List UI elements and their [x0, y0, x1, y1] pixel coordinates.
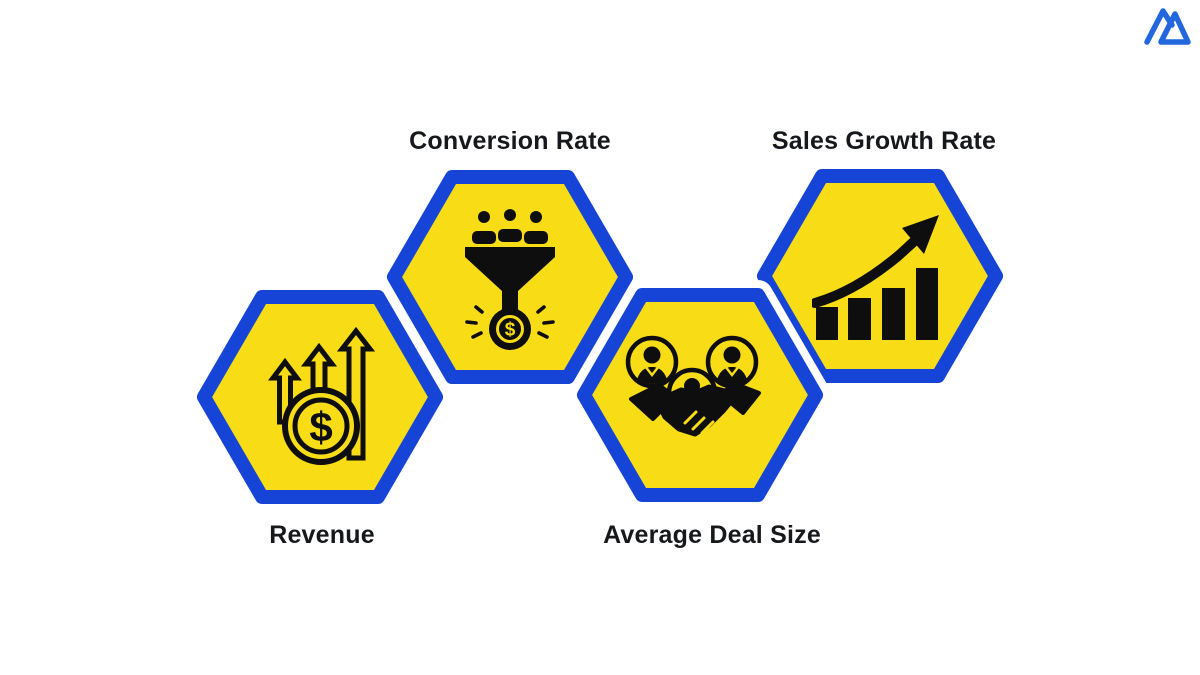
- hexagon-average-deal-size: [568, 279, 832, 511]
- svg-text:$: $: [309, 404, 332, 451]
- svg-text:$: $: [505, 320, 516, 341]
- hexagon-conversion-rate: $: [378, 161, 642, 393]
- hexagon-revenue: $: [188, 281, 452, 513]
- sales-growth-rate-label: Sales Growth Rate: [771, 127, 997, 155]
- handshake: [629, 381, 761, 437]
- money-growth-arrows-icon: $: [268, 326, 376, 465]
- revenue-label: Revenue: [269, 521, 375, 549]
- lead-funnel-icon: $: [465, 209, 555, 350]
- mountain-logo: [1144, 8, 1191, 45]
- conversion-rate-label: Conversion Rate: [409, 127, 611, 155]
- handshake-people-icon: [625, 335, 761, 438]
- person-avatar: [705, 335, 759, 389]
- growth-bar-chart-icon: [812, 215, 939, 340]
- average-deal-size-label: Average Deal Size: [603, 521, 821, 549]
- person-avatar: [625, 335, 679, 389]
